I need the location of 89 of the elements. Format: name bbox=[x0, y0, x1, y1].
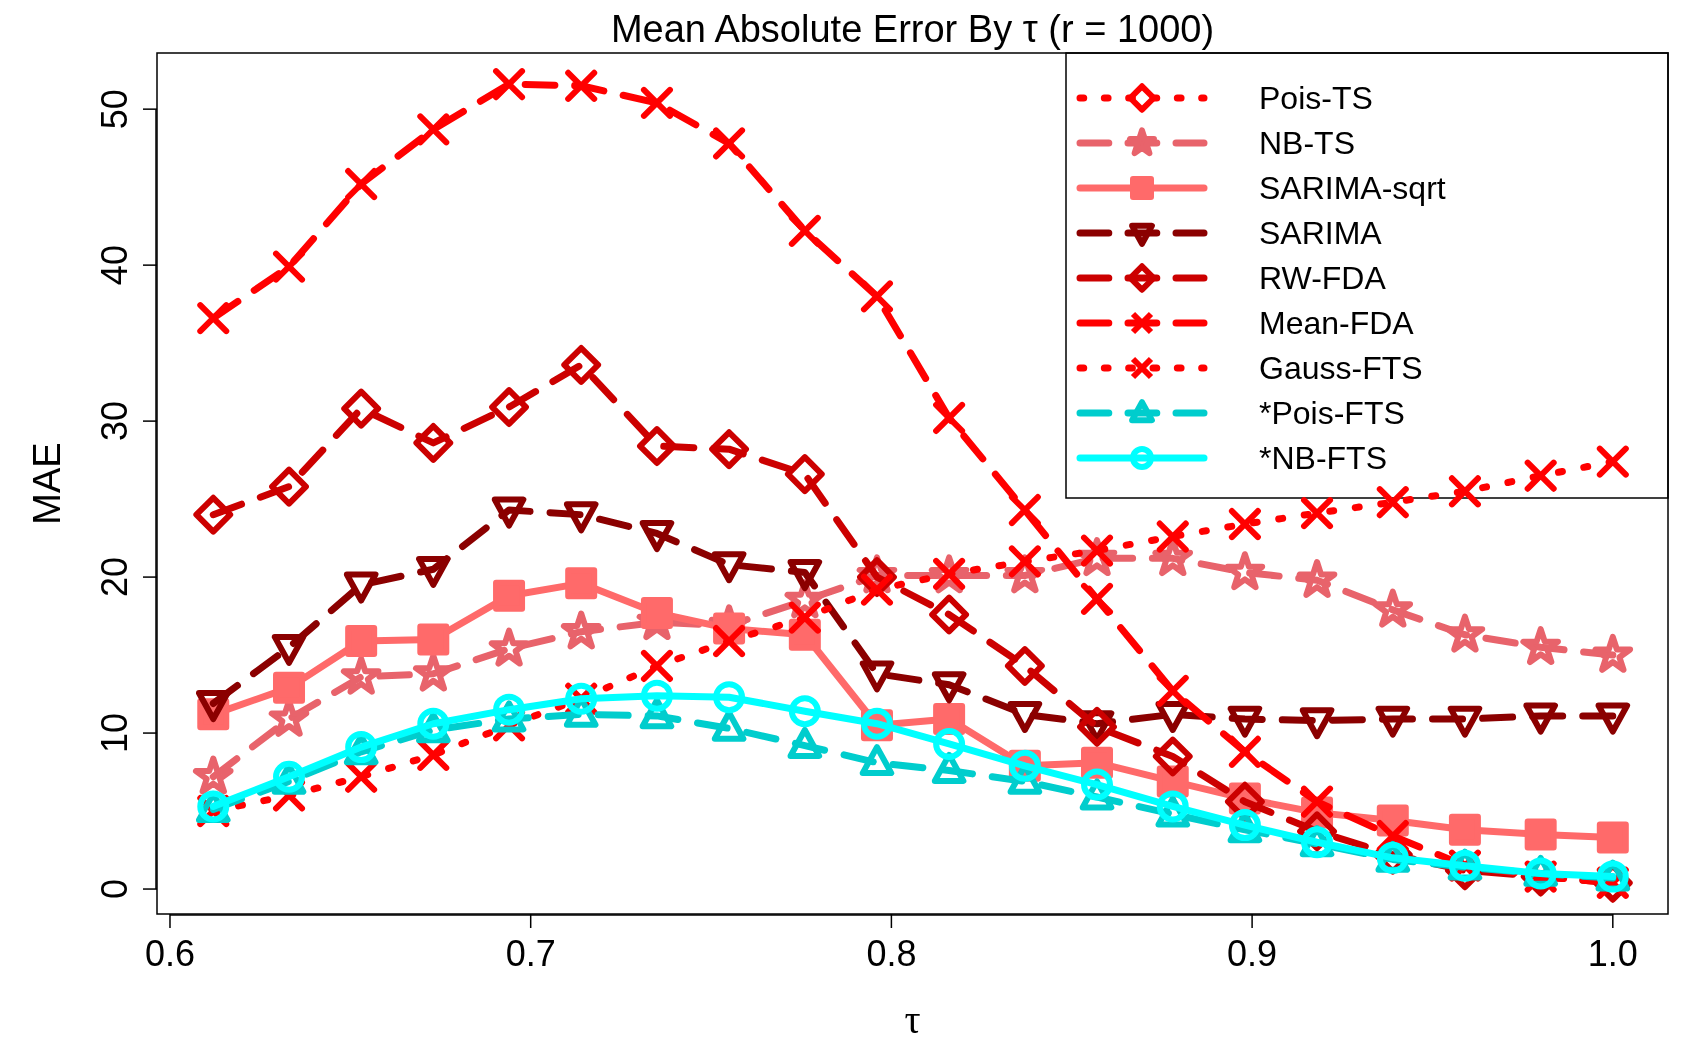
point bbox=[417, 623, 450, 656]
point bbox=[273, 250, 306, 283]
point bbox=[1524, 459, 1557, 492]
point bbox=[345, 625, 378, 658]
point bbox=[709, 429, 749, 470]
y-tick-label: 0 bbox=[94, 879, 135, 900]
point bbox=[1372, 588, 1414, 628]
point bbox=[417, 113, 450, 146]
legend-label: *Pois-FTS bbox=[1259, 395, 1405, 432]
point bbox=[493, 579, 526, 612]
point bbox=[561, 345, 602, 385]
point bbox=[1301, 785, 1334, 818]
point bbox=[784, 454, 825, 495]
y-tick-label: 40 bbox=[94, 245, 135, 286]
point bbox=[1596, 445, 1629, 478]
point bbox=[788, 695, 821, 728]
point bbox=[1520, 626, 1561, 665]
y-tick-label: 20 bbox=[94, 557, 135, 598]
point bbox=[713, 625, 746, 658]
point bbox=[1008, 494, 1041, 527]
y-tick-label: 50 bbox=[94, 89, 135, 130]
legend-label: Gauss-FTS bbox=[1259, 350, 1423, 387]
legend-label: RW-FDA bbox=[1259, 260, 1387, 297]
point bbox=[1156, 520, 1189, 553]
point bbox=[565, 567, 598, 600]
point bbox=[565, 69, 598, 102]
point bbox=[933, 703, 966, 736]
x-tick-label: 0.7 bbox=[505, 933, 556, 974]
point bbox=[1596, 821, 1629, 854]
point bbox=[640, 86, 673, 119]
y-axis-title: MAE bbox=[26, 442, 68, 525]
legend-label: NB-TS bbox=[1259, 125, 1355, 162]
point bbox=[1296, 559, 1338, 598]
y-tick-label: 30 bbox=[94, 401, 135, 442]
point bbox=[788, 601, 821, 634]
point bbox=[1524, 818, 1557, 851]
point bbox=[488, 627, 530, 667]
point bbox=[1224, 551, 1266, 591]
x-tick-label: 0.9 bbox=[1227, 933, 1278, 974]
point bbox=[493, 693, 526, 726]
point bbox=[933, 401, 966, 434]
point bbox=[933, 728, 966, 760]
x-axis-title: τ bbox=[904, 997, 921, 1042]
point bbox=[341, 388, 382, 429]
point bbox=[1081, 582, 1113, 615]
point bbox=[345, 168, 378, 201]
point bbox=[413, 423, 454, 463]
point bbox=[1081, 768, 1113, 801]
point bbox=[193, 494, 234, 535]
point bbox=[640, 596, 673, 629]
point bbox=[1444, 613, 1486, 653]
y-tick-label: 10 bbox=[94, 713, 135, 754]
point bbox=[713, 681, 746, 714]
point bbox=[269, 466, 309, 507]
point bbox=[1592, 633, 1634, 673]
point bbox=[1004, 646, 1045, 686]
point bbox=[1376, 486, 1409, 519]
point bbox=[860, 280, 893, 313]
legend-label: SARIMA bbox=[1259, 215, 1383, 252]
point bbox=[640, 649, 673, 682]
point bbox=[1228, 735, 1261, 768]
point bbox=[637, 426, 677, 466]
point bbox=[493, 68, 526, 101]
legend-label: Pois-TS bbox=[1259, 80, 1373, 117]
point bbox=[340, 655, 382, 695]
chart-title: Mean Absolute Error By τ (r = 1000) bbox=[610, 8, 1215, 50]
point bbox=[1152, 736, 1193, 777]
point bbox=[640, 679, 673, 712]
point bbox=[412, 652, 454, 692]
point bbox=[859, 744, 895, 777]
point bbox=[489, 387, 529, 427]
x-tick-label: 0.6 bbox=[144, 933, 196, 974]
point bbox=[197, 302, 230, 335]
point bbox=[192, 755, 234, 795]
point bbox=[929, 594, 970, 635]
point bbox=[273, 671, 306, 704]
point bbox=[560, 610, 602, 650]
point bbox=[1156, 674, 1189, 707]
x-tick-label: 1.0 bbox=[1587, 933, 1638, 974]
point bbox=[1448, 475, 1481, 508]
x-tick-label: 0.8 bbox=[866, 933, 917, 974]
legend-label: Mean-FDA bbox=[1259, 305, 1415, 342]
point bbox=[1448, 813, 1481, 846]
legend-label: SARIMA-sqrt bbox=[1259, 170, 1446, 207]
point bbox=[713, 127, 746, 160]
legend-label: *NB-FTS bbox=[1259, 440, 1387, 477]
point bbox=[788, 214, 821, 247]
point bbox=[1301, 497, 1334, 530]
point bbox=[1228, 508, 1261, 541]
